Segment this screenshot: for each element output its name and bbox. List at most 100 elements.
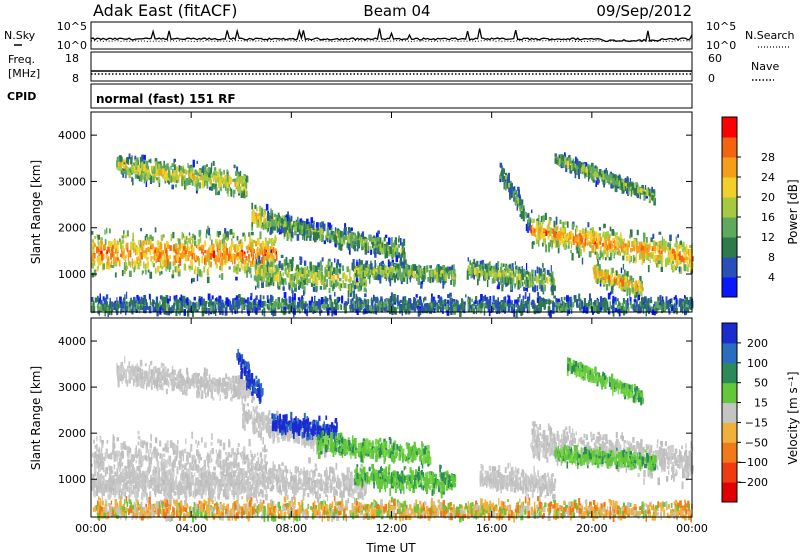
scatter-cell	[256, 207, 258, 212]
scatter-cell	[194, 235, 196, 240]
scatter-cell	[312, 287, 316, 292]
scatter-cell	[540, 225, 542, 230]
scatter-cell	[161, 168, 165, 175]
scatter-cell	[634, 286, 638, 292]
scatter-cell	[282, 272, 285, 277]
scatter-cell	[196, 244, 200, 249]
scatter-cell	[300, 277, 303, 283]
scatter-cell	[633, 283, 636, 288]
scatter-cell	[107, 256, 110, 264]
scatter-cell	[306, 226, 309, 231]
scatter-cell	[683, 264, 687, 272]
scatter-cell	[659, 255, 662, 262]
scatter-cell	[573, 164, 576, 169]
scatter-cell	[525, 270, 529, 275]
scatter-cell	[538, 267, 541, 274]
scatter-cell	[233, 265, 236, 273]
scatter-cell	[251, 222, 253, 228]
scatter-cell	[233, 164, 236, 169]
scatter-cell	[327, 260, 330, 267]
scatter-cell	[300, 272, 304, 277]
scatter-cell	[114, 243, 118, 247]
scatter-cell	[323, 240, 326, 245]
scatter-cell	[289, 264, 292, 272]
scatter-cell	[145, 234, 148, 238]
scatter-cell	[553, 278, 556, 286]
scatter-cell	[272, 249, 275, 253]
scatter-cell	[141, 154, 145, 162]
scatter-cell	[248, 254, 250, 259]
scatter-cell	[157, 163, 161, 170]
scatter-cell	[429, 275, 432, 284]
scatter-cell	[142, 164, 146, 172]
scatter-cell	[509, 191, 512, 199]
scatter-cell	[242, 183, 245, 187]
scatter-cell	[196, 267, 200, 275]
scatter-cell	[210, 169, 212, 174]
scatter-cell	[319, 271, 322, 277]
scatter-cell	[333, 275, 336, 281]
scatter-cell	[236, 166, 239, 174]
scatter-cell	[626, 186, 628, 190]
scatter-cell	[313, 220, 315, 225]
scatter-cell	[374, 264, 376, 269]
scatter-cell	[362, 265, 365, 274]
scatter-cell	[171, 184, 174, 190]
scatter-cell	[612, 237, 615, 242]
scatter-cell	[261, 282, 264, 288]
scatter-cell	[619, 282, 622, 290]
scatter-cell	[212, 160, 215, 166]
scatter-cell	[336, 237, 339, 245]
scatter-cell	[629, 275, 632, 281]
scatter-cell	[321, 221, 324, 228]
scatter-cell	[178, 165, 181, 171]
scatter-cell	[504, 183, 507, 191]
scatter-cell	[208, 177, 211, 181]
scatter-cell	[593, 173, 595, 180]
scatter-cell	[184, 250, 187, 255]
scatter-cell	[194, 169, 197, 175]
scatter-cell	[440, 266, 443, 271]
scatter-cell	[122, 165, 125, 170]
scatter-cell	[280, 225, 283, 232]
scatter-cell	[119, 238, 121, 242]
scatter-cell	[477, 278, 479, 286]
scatter-cell	[288, 274, 291, 283]
scatter-cell	[98, 256, 101, 264]
scatter-cell	[176, 254, 179, 262]
scatter-cell	[606, 231, 609, 239]
scatter-cell	[442, 280, 445, 289]
scatter-cell	[179, 253, 182, 261]
scatter-cell	[549, 277, 551, 283]
scatter-cell	[127, 260, 131, 266]
scatter-cell	[600, 173, 603, 177]
scatter-cell	[566, 221, 569, 228]
scatter-cell	[104, 239, 107, 246]
scatter-cell	[656, 263, 659, 268]
scatter-cell	[325, 264, 328, 269]
scatter-cell	[227, 178, 229, 187]
scatter-cell	[432, 269, 435, 277]
scatter-cell	[352, 259, 355, 266]
scatter-cell	[553, 239, 556, 244]
scatter-cell	[355, 278, 359, 283]
scatter-cell	[236, 178, 239, 182]
scatter-cell	[219, 178, 221, 184]
scatter-cell	[385, 243, 387, 248]
scatter-cell	[142, 253, 146, 257]
scatter-cell	[226, 258, 229, 264]
scatter-cell	[590, 162, 594, 168]
scatter-cell	[167, 177, 169, 183]
scatter-cell	[351, 232, 353, 238]
scatter-cell	[439, 270, 441, 276]
scatter-cell	[347, 290, 350, 298]
scatter-cell	[407, 265, 411, 270]
scatter-cell	[203, 170, 206, 176]
scatter-cell	[219, 261, 222, 269]
scatter-cell	[221, 252, 224, 257]
scatter-cell	[111, 247, 114, 253]
scatter-cell	[236, 181, 238, 188]
scatter-cell	[635, 256, 637, 264]
scatter-cell	[512, 186, 515, 193]
scatter-cell	[547, 223, 549, 230]
